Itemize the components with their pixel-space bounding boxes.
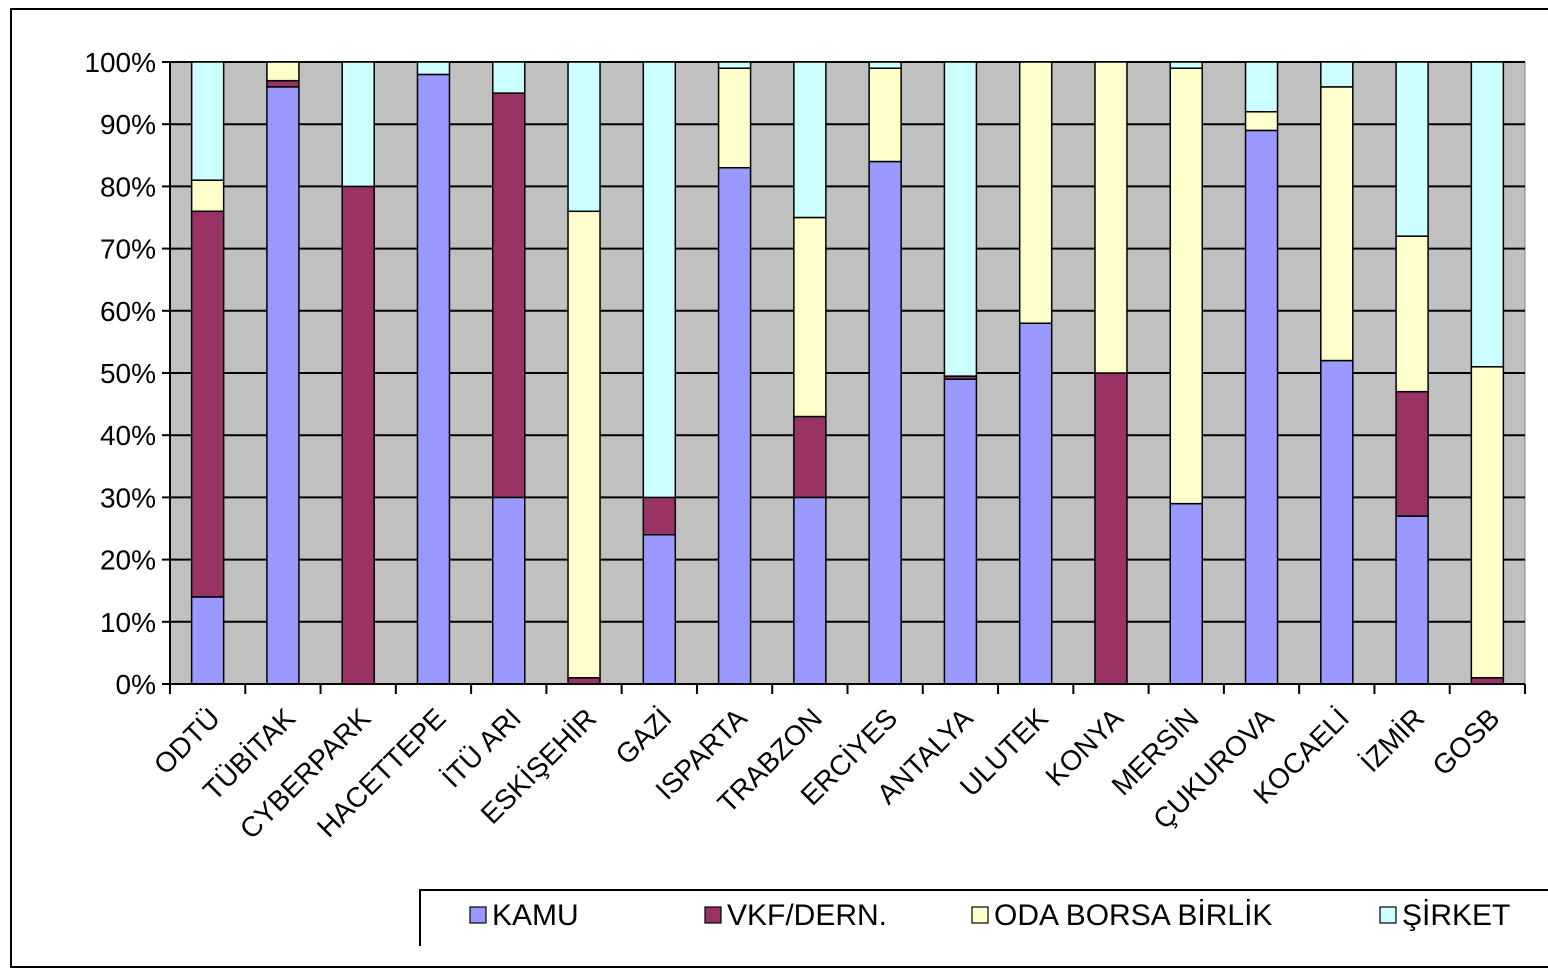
bar-segment bbox=[1244, 61, 1279, 113]
bar-segment bbox=[190, 61, 225, 181]
x-tick-label: CYBERPARK bbox=[234, 702, 377, 845]
bar-segment bbox=[1470, 366, 1505, 679]
bar-segment bbox=[1395, 390, 1429, 517]
bar-segment bbox=[1395, 235, 1429, 393]
bar-segment bbox=[717, 67, 752, 169]
y-tick-label: 40% bbox=[100, 420, 156, 451]
legend-swatch bbox=[1379, 906, 1397, 924]
gridlines bbox=[162, 61, 1525, 685]
legend-swatch bbox=[971, 906, 989, 924]
bar-segment bbox=[1244, 111, 1279, 132]
bar-segment bbox=[190, 596, 225, 685]
x-tick-label: GAZİ bbox=[609, 702, 677, 770]
bar-segment bbox=[1094, 372, 1128, 685]
bar-segment bbox=[717, 166, 752, 685]
bar-segment bbox=[1244, 129, 1279, 685]
y-tick-label: 10% bbox=[100, 607, 156, 638]
bar-segment bbox=[190, 210, 225, 598]
y-tick-label: 50% bbox=[100, 358, 156, 389]
bar-segment bbox=[492, 61, 526, 94]
bar-segment bbox=[1320, 61, 1354, 88]
bar-segment bbox=[793, 61, 827, 219]
bar-segment bbox=[1018, 61, 1053, 324]
stacked-bar-chart: 0% 10% 20% 30% 40% 50% 60% 70% 80% 90% 100% ODTÜTÜ… bbox=[84, 47, 1548, 946]
y-tick-label: 0% bbox=[116, 669, 156, 700]
bar-segment bbox=[868, 160, 902, 685]
bar-segment bbox=[1094, 61, 1128, 374]
legend-swatch bbox=[469, 906, 487, 924]
legend-label: KAMU bbox=[492, 899, 579, 932]
bar-segment bbox=[1169, 61, 1203, 69]
legend-label: VKF/DERN. bbox=[727, 899, 887, 932]
bar-segment bbox=[793, 415, 827, 499]
bar-segment bbox=[717, 61, 752, 69]
bar-segment bbox=[416, 61, 451, 76]
bar-segment bbox=[266, 86, 300, 685]
bar-segment bbox=[1320, 86, 1354, 362]
y-tick-label: 60% bbox=[100, 296, 156, 327]
bar-segment bbox=[642, 533, 677, 685]
y-tick-label: 90% bbox=[100, 109, 156, 140]
legend: KAMU VKF/DERN. ODA BORSA BİRLİK ŞİRKET bbox=[419, 889, 1548, 946]
bar-segment bbox=[492, 496, 526, 685]
bar-segment bbox=[190, 179, 225, 213]
legend-swatch bbox=[704, 906, 722, 924]
x-tick-label: İZMİR bbox=[1355, 702, 1431, 778]
y-tick-label: 70% bbox=[100, 234, 156, 265]
bar-segment bbox=[341, 185, 375, 685]
bar-segment bbox=[1470, 61, 1505, 368]
legend-items: KAMU VKF/DERN. ODA BORSA BİRLİK ŞİRKET bbox=[469, 899, 1510, 932]
y-tick-label: 80% bbox=[100, 171, 156, 202]
legend-label: ŞİRKET bbox=[1402, 899, 1510, 932]
bar-segment bbox=[567, 61, 601, 213]
bar-segment bbox=[1018, 322, 1053, 685]
y-tick-label: 20% bbox=[100, 545, 156, 576]
bar-segment bbox=[416, 73, 451, 685]
bar-segment bbox=[266, 61, 300, 82]
y-tick-labels: 0% 10% 20% 30% 40% 50% 60% 70% 80% 90% 100% bbox=[84, 47, 156, 700]
bar-segment bbox=[341, 61, 375, 188]
bar-segment bbox=[492, 92, 526, 499]
bar-segment bbox=[567, 210, 601, 679]
bar-segment bbox=[793, 216, 827, 418]
bar-segment bbox=[1395, 61, 1429, 237]
bar-segment bbox=[943, 378, 978, 685]
bar-segment bbox=[793, 496, 827, 685]
bar-segment bbox=[642, 496, 677, 536]
bar-segment bbox=[1169, 502, 1203, 685]
legend-label: ODA BORSA BİRLİK bbox=[994, 899, 1272, 932]
bar-segment bbox=[943, 61, 978, 377]
y-tick-label: 30% bbox=[100, 482, 156, 513]
bar-segment bbox=[1169, 67, 1203, 505]
bar-segment bbox=[868, 61, 902, 69]
bar-segment bbox=[266, 79, 300, 88]
bar-segment bbox=[868, 67, 902, 163]
y-tick-label: 100% bbox=[84, 47, 156, 78]
bar-segment bbox=[642, 61, 677, 499]
bar-segment bbox=[1395, 515, 1429, 685]
bar-segment bbox=[1320, 359, 1354, 685]
x-tick-label: GOSB bbox=[1426, 702, 1505, 781]
